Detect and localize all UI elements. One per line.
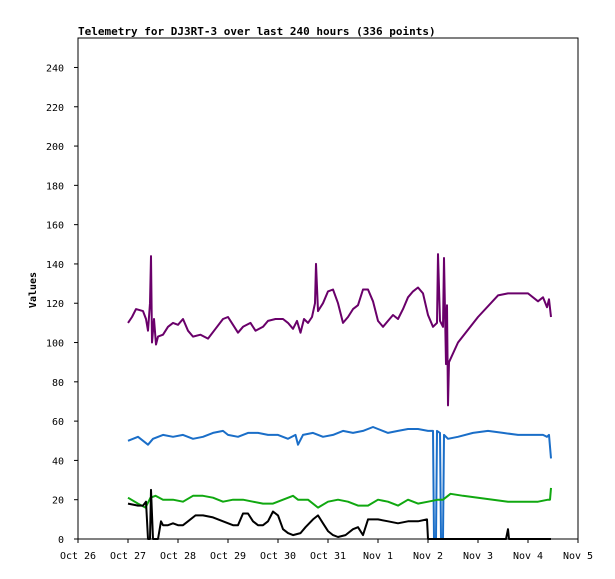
y-tick-label: 60 xyxy=(52,417,64,428)
x-tick-label: Nov 2 xyxy=(413,551,443,562)
y-tick-label: 180 xyxy=(46,181,64,192)
x-tick-label: Oct 29 xyxy=(210,551,246,562)
x-tick-label: Oct 30 xyxy=(260,551,296,562)
x-tick-label: Oct 31 xyxy=(310,551,346,562)
y-tick-label: 140 xyxy=(46,260,64,271)
x-tick-label: Oct 26 xyxy=(60,551,96,562)
series-line-2 xyxy=(127,426,552,540)
x-tick-label: Oct 27 xyxy=(110,551,146,562)
series-line-1 xyxy=(127,253,552,407)
series-line-3 xyxy=(127,487,552,509)
x-tick-label: Nov 3 xyxy=(463,551,493,562)
series-line-4 xyxy=(127,488,551,540)
y-tick-label: 100 xyxy=(46,339,64,350)
chart-title: Telemetry for DJ3RT-3 over last 240 hour… xyxy=(78,25,436,38)
x-tick-label: Oct 28 xyxy=(160,551,196,562)
y-tick-label: 160 xyxy=(46,221,64,232)
x-axis: Oct 26 Oct 27 Oct 28 Oct 29 Oct 30 Oct 31 Nov … xyxy=(60,539,593,562)
y-tick-label: 240 xyxy=(46,63,64,74)
y-tick-label: 220 xyxy=(46,103,64,114)
y-tick-label: 80 xyxy=(52,378,64,389)
y-tick-label: 20 xyxy=(52,496,64,507)
y-axis: 0 20 40 60 80 100 120 140 160 180 200 220 240 xyxy=(46,63,78,546)
y-axis-label: Values xyxy=(28,272,39,308)
x-tick-label: Nov 5 xyxy=(563,551,593,562)
y-tick-label: 120 xyxy=(46,299,64,310)
y-tick-label: 0 xyxy=(58,535,64,546)
x-tick-label: Nov 4 xyxy=(513,551,543,562)
y-tick-label: 40 xyxy=(52,456,64,467)
y-tick-label: 200 xyxy=(46,142,64,153)
series-layer xyxy=(127,253,552,540)
x-tick-label: Nov 1 xyxy=(363,551,393,562)
